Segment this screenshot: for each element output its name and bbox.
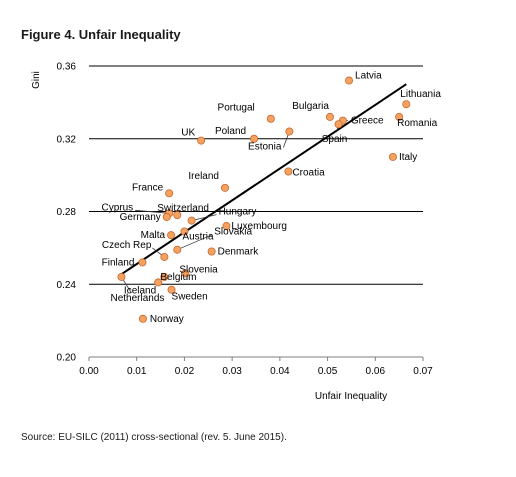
point-finland bbox=[138, 258, 147, 267]
y-axis-label: Gini bbox=[31, 71, 42, 89]
point-poland bbox=[250, 134, 259, 143]
label-norway: Norway bbox=[150, 314, 184, 325]
x-tick-label: 0.04 bbox=[270, 366, 290, 377]
label-slovakia: Slovakia bbox=[214, 227, 252, 238]
label-belgium: Belgium bbox=[160, 272, 196, 283]
x-tick-label: 0.01 bbox=[127, 366, 147, 377]
point-romania bbox=[395, 112, 404, 121]
point-portugal bbox=[266, 114, 275, 123]
label-netherlands: Netherlands bbox=[110, 293, 164, 304]
label-latvia: Latvia bbox=[355, 71, 382, 82]
x-tick-label: 0.06 bbox=[366, 366, 386, 377]
point-iceland bbox=[154, 278, 163, 287]
label-romania: Romania bbox=[397, 118, 437, 129]
point-austria bbox=[180, 227, 189, 236]
leader-hungary bbox=[191, 214, 217, 221]
point-netherlands bbox=[117, 272, 126, 281]
label-luxembourg: Luxembourg bbox=[231, 221, 287, 232]
point-ireland bbox=[220, 183, 229, 192]
label-finland: Finland bbox=[102, 257, 135, 268]
label-austria: Austria bbox=[182, 232, 214, 243]
label-lithuania: Lithuania bbox=[400, 89, 441, 100]
point-estonia bbox=[285, 127, 294, 136]
point-bulgaria bbox=[325, 112, 334, 121]
y-tick-labels: 0.20 0.24 0.28 0.32 0.36 bbox=[57, 62, 77, 364]
label-switzerland: Switzerland bbox=[157, 203, 209, 214]
figure-title: Figure 4. Unfair Inequality bbox=[21, 27, 181, 42]
trendline bbox=[119, 83, 407, 276]
label-spain: Spain bbox=[322, 134, 348, 145]
x-tick-labels: 0.00 0.01 0.02 0.03 0.04 0.05 0.06 0.07 bbox=[79, 366, 433, 377]
point-sweden bbox=[167, 285, 176, 294]
point-italy bbox=[388, 152, 397, 161]
label-hungary: Hungary bbox=[219, 207, 257, 218]
y-tick-label: 0.32 bbox=[57, 134, 77, 145]
y-tick-label: 0.20 bbox=[57, 353, 77, 364]
point-czech-rep bbox=[160, 252, 169, 261]
x-tick-label: 0.05 bbox=[318, 366, 338, 377]
label-czech-rep: Czech Rep bbox=[102, 240, 152, 251]
axes bbox=[88, 356, 424, 361]
x-tick-label: 0.02 bbox=[175, 366, 195, 377]
label-sweden: Sweden bbox=[172, 292, 208, 303]
x-axis-label: Unfair Inequality bbox=[315, 391, 387, 402]
point-latvia bbox=[345, 76, 354, 85]
point-hungary bbox=[187, 216, 196, 225]
x-tick-label: 0.00 bbox=[79, 366, 99, 377]
label-bulgaria: Bulgaria bbox=[292, 101, 329, 112]
point-france bbox=[165, 189, 174, 198]
label-france: France bbox=[132, 182, 164, 193]
point-slovakia bbox=[173, 245, 182, 254]
label-cyprus: Cyprus bbox=[101, 202, 133, 213]
point-lithuania bbox=[402, 100, 411, 109]
leader-slovakia bbox=[177, 234, 213, 251]
trendline-group bbox=[119, 83, 407, 276]
label-ireland: Ireland bbox=[188, 171, 219, 182]
label-denmark: Denmark bbox=[218, 247, 260, 258]
label-estonia: Estonia bbox=[248, 141, 282, 152]
point-germany bbox=[162, 212, 171, 221]
point-malta bbox=[167, 231, 176, 240]
label-germany: Germany bbox=[120, 212, 161, 223]
point-spain bbox=[334, 120, 343, 129]
point-croatia bbox=[284, 167, 293, 176]
point-uk bbox=[197, 136, 206, 145]
point-slovenia bbox=[181, 269, 190, 278]
y-tick-label: 0.36 bbox=[57, 62, 77, 73]
label-iceland: Iceland bbox=[124, 285, 156, 296]
label-croatia: Croatia bbox=[292, 167, 325, 178]
label-uk: UK bbox=[181, 128, 195, 139]
point-switzerland bbox=[173, 211, 182, 220]
x-tick-label: 0.03 bbox=[222, 366, 242, 377]
point-denmark bbox=[207, 247, 216, 256]
label-poland: Poland bbox=[215, 126, 246, 137]
point-labels: Latvia Lithuania Romania Portugal Bulgaria Gr… bbox=[101, 71, 441, 325]
point-belgium bbox=[160, 272, 169, 281]
point-norway bbox=[138, 314, 147, 323]
y-tick-label: 0.28 bbox=[57, 207, 77, 218]
label-slovenia: Slovenia bbox=[179, 264, 218, 275]
x-tick-label: 0.07 bbox=[413, 366, 433, 377]
source-note: Source: EU-SILC (2011) cross-sectional (… bbox=[21, 432, 287, 443]
leader-cyprus bbox=[135, 209, 170, 214]
label-italy: Italy bbox=[399, 152, 417, 163]
data-points bbox=[117, 76, 411, 323]
point-luxembourg bbox=[222, 222, 231, 231]
y-tick-label: 0.24 bbox=[57, 280, 77, 291]
label-malta: Malta bbox=[141, 230, 166, 241]
scatter-chart: 0.00 0.01 0.02 0.03 0.04 0.05 0.06 0.07 0.200.2… bbox=[31, 62, 441, 403]
label-greece: Greece bbox=[351, 116, 384, 127]
label-portugal: Portugal bbox=[218, 103, 255, 114]
